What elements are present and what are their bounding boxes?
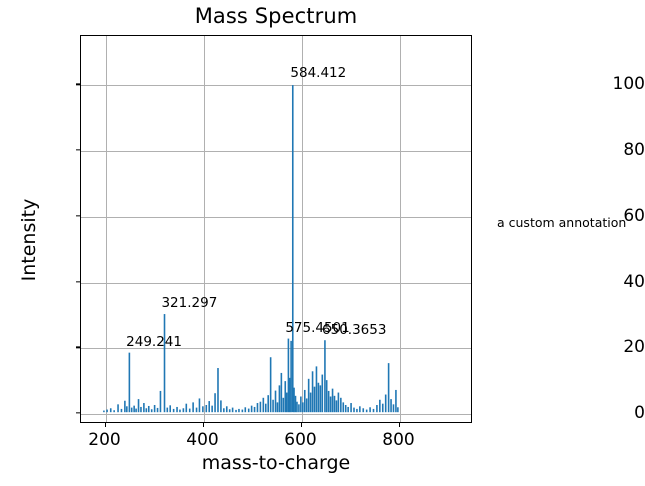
y-tick-mark — [76, 280, 80, 283]
x-tick-label: 200 — [88, 430, 121, 450]
x-tick-mark — [202, 423, 204, 427]
x-tick-mark — [104, 423, 106, 427]
x-tick-label: 600 — [284, 430, 317, 450]
y-tick-mark — [76, 215, 80, 217]
gridline-vertical — [301, 36, 303, 422]
x-tick-label: 400 — [186, 430, 219, 450]
gridline-vertical — [399, 36, 401, 422]
gridline-horizontal — [81, 85, 471, 87]
gridline-horizontal — [81, 282, 471, 284]
y-tick-mark — [76, 412, 80, 414]
gridline-horizontal — [81, 216, 471, 218]
peak-label: 584.412 — [290, 65, 347, 82]
y-tick-label: 60 — [623, 205, 645, 226]
peak-label: 249.241 — [126, 334, 182, 351]
page-title: Mass Spectrum — [194, 4, 358, 28]
gridline-horizontal — [81, 151, 471, 153]
custom-annotation: a custom annotation — [497, 215, 627, 230]
y-tick-mark — [76, 149, 80, 151]
gridline-horizontal — [81, 348, 471, 350]
y-tick-label: 40 — [623, 271, 645, 292]
x-tick-mark — [398, 423, 400, 427]
gridline-vertical — [203, 36, 205, 422]
y-tick-label: 20 — [623, 337, 645, 358]
gridline-vertical — [105, 36, 107, 422]
x-tick-label: 800 — [382, 430, 415, 450]
y-axis-label: Intensity — [18, 198, 40, 282]
x-axis-label: mass-to-charge — [201, 452, 351, 474]
y-tick-label: 100 — [612, 74, 645, 95]
spectrum-trace — [81, 36, 471, 422]
y-tick-label: 0 — [634, 403, 645, 424]
x-tick-mark — [300, 423, 302, 427]
y-tick-label: 80 — [623, 140, 645, 161]
y-tick-mark — [76, 83, 80, 85]
plot-area — [80, 35, 472, 423]
gridline-horizontal — [81, 414, 471, 416]
peak-label: 575.4501 — [285, 320, 350, 337]
peak-label: 650.3653 — [322, 321, 387, 338]
y-tick-mark — [76, 346, 80, 349]
peak-label: 321.297 — [161, 295, 218, 312]
